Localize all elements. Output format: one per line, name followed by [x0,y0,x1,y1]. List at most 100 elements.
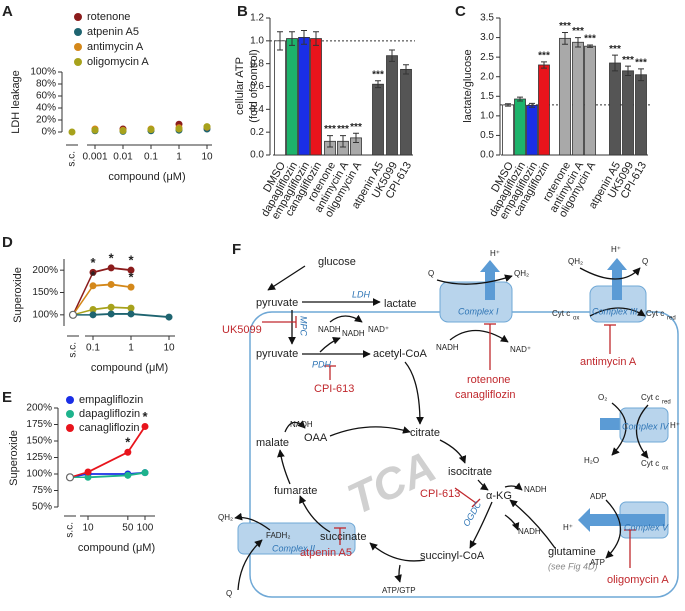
inhibitor-label: CPI-613 [420,488,460,500]
panel-label: A [2,3,13,20]
point [89,268,97,276]
legend-label: dapagliflozin [79,408,140,420]
diagram-label: FADH₂ [266,531,290,540]
diagram-label: α-KG [486,490,512,502]
y-axis-label: lactate/glucose [462,49,474,122]
diagram-label: malate [256,437,289,449]
connector [72,285,94,316]
significance: * [128,253,134,268]
y-tick-label: 200% [26,403,52,414]
panel-label: B [237,3,248,20]
bar [502,104,514,156]
bar [572,41,584,156]
error-bar [289,31,295,46]
significance: *** [572,26,584,37]
diagram-label: H⁺ [611,245,621,254]
bar [274,40,286,156]
diagram-label: red [662,400,671,406]
diagram-label: NADH [318,325,341,334]
point [84,473,92,481]
x-tick-label: 0.1 [144,152,158,163]
y-tick-label: 20% [36,115,56,126]
significance: * [109,250,115,265]
significance: *** [609,44,621,55]
bar [286,38,298,156]
point [107,264,115,272]
y-axis-label: Superoxide [8,430,20,486]
y-axis-label: (fold of control) [248,49,260,122]
bar [584,45,596,156]
diagram-label: Complex I [458,306,499,316]
diagram-label: glucose [318,256,356,268]
error-bar [625,65,631,77]
y-tick-label: 100% [32,309,58,320]
legend-label: empagliflozin [79,394,143,406]
error-bar [277,31,283,51]
diagram-label: Cyt c [552,309,570,318]
significance: *** [350,122,362,133]
diagram-label: ox [573,316,579,322]
bar [298,37,310,156]
x-axis-label: compound (μM) [91,362,168,374]
point [203,123,211,131]
y-tick-label: 0.0 [250,150,264,161]
diagram-label: ATP [590,558,605,567]
diagram-label: NADH [342,329,365,338]
inhibitor-label: CPI-613 [314,383,354,395]
y-tick-label: 1.0 [250,35,264,46]
diagram-label: Cyt c [646,309,664,318]
y-tick-label: 150% [32,287,58,298]
y-tick-label: 100% [30,67,56,78]
point [127,310,135,318]
y-tick-label: 0.2 [250,127,264,138]
point [141,422,149,430]
x-tick-label: 50 [122,523,134,534]
legend-label: canagliflozin [79,422,140,434]
point [89,305,97,313]
y-tick-label: 0.8 [250,58,264,69]
error-bar [612,54,618,72]
error-bar [327,135,333,148]
diagram-label: O₂ [598,393,607,402]
diagram-label: succinate [320,531,366,543]
error-bar [353,132,359,143]
diagram-label: pyruvate [256,348,298,360]
point [147,126,155,134]
y-tick-label: 3.5 [480,13,494,24]
diagram-label: H₂O [584,456,599,465]
inhibitor-label: antimycin A [580,356,637,368]
y-tick-label: 0% [42,127,57,138]
error-bar [575,37,581,48]
panel-label: C [455,3,466,20]
error-bar [375,80,381,89]
y-axis-label: Superoxide [12,267,24,323]
diagram-label: TCA [340,442,443,525]
diagram-label: pyruvate [256,297,298,309]
diagram-label: isocitrate [448,466,492,478]
diagram-label: F [232,241,241,258]
error-bar [389,49,395,62]
error-bar [638,68,644,82]
y-tick-label: 0.4 [250,104,264,115]
diagram-label: OGDC [461,499,483,528]
error-bar [587,44,593,48]
x-tick-label: 10 [163,343,175,354]
x-tick-label: 10 [82,523,94,534]
diagram-label: Q [428,269,434,278]
diagram-label: QH₂ [218,513,233,522]
inhibitor-label: canagliflozin [455,389,516,401]
diagram-label: ATP/GTP [382,586,416,595]
significance: * [128,270,134,285]
legend-marker [74,13,82,21]
connector [72,272,94,316]
panel-label: E [2,389,12,406]
bar [526,104,538,156]
significance: *** [337,124,349,135]
y-tick-label: 2.5 [480,52,494,63]
x-tick-label: 0.1 [86,343,100,354]
point [107,303,115,311]
point [127,283,135,291]
diagram-shapes [234,258,679,598]
legend-label: antimycin A [87,41,144,53]
